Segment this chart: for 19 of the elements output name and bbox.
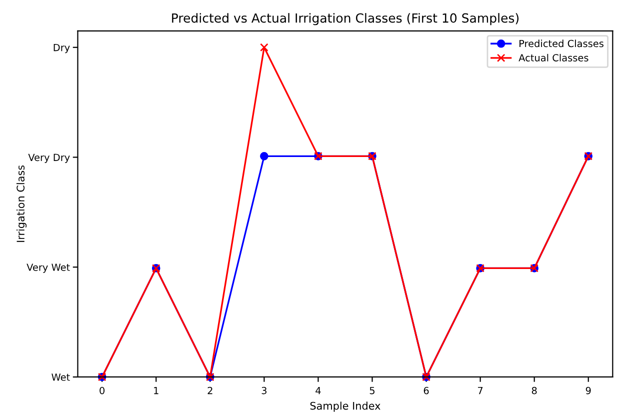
category-label: Very Dry [28,154,70,163]
x-tick-label: 6 [424,386,429,394]
x-axis-title: Sample Index [310,402,380,412]
x-tick-label: 4 [316,387,321,394]
x-tick-label: 5 [370,387,374,394]
category-label: Very Wet [26,264,70,273]
x-tick-label: 9 [586,386,591,394]
category-label: Dry [54,44,70,54]
x-tick-label: 1 [154,387,158,394]
y-axis-title: Irrigation Class [16,165,27,242]
x-tick-label: 0 [100,386,105,394]
x-tick-label: 2 [208,386,212,394]
legend-label: Predicted Classes [520,40,604,48]
x-tick-label: 3 [262,386,266,394]
x-tick-label: 8 [532,386,537,394]
category-label: Wet [52,374,70,381]
x-tick-label: 7 [478,387,483,394]
chart-title: Predicted vs Actual Irrigation Classes (First 10 Samples) [172,13,519,26]
legend-label: Actual Classes [518,54,588,62]
